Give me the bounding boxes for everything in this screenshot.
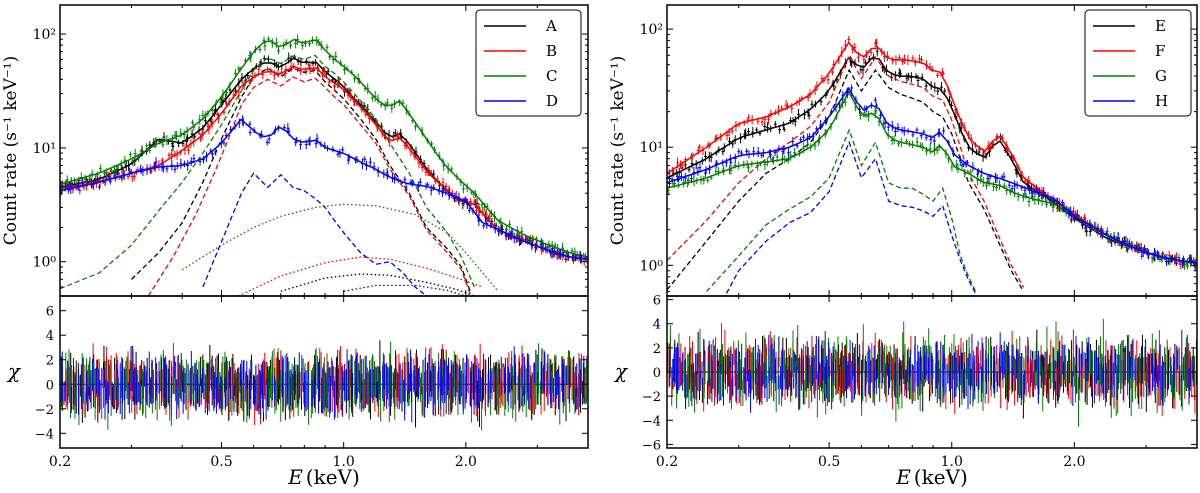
left-x-tick-label: 1.0 [333,454,355,470]
right-residual-y-tick-label: 6 [653,294,661,309]
left-residual-y-tick-label: 0 [46,378,54,393]
left-x-tick-label: 0.2 [49,454,71,470]
series-h-data-points [668,84,1196,269]
right-x-tick-label: 0.2 [656,454,678,470]
series-g-data-points [667,91,1196,270]
series-h-fit-line [667,86,1197,264]
series-d-residuals [61,345,588,423]
left-residual-frame [59,295,589,449]
right-residual-y-tick-label: −2 [642,390,661,405]
left-residual-y-tick-label: 4 [46,329,54,344]
left-residual-y-tick-label: −2 [35,403,54,418]
right-residual-y-tick-label: −6 [642,438,661,453]
legend-label-f: F [1155,42,1165,60]
legend-label-a: A [545,17,557,35]
left-residual-y-tick-label: 2 [46,354,54,369]
left-residual-axis-label: χ [6,359,22,383]
left-y-tick-label: 10¹ [33,141,56,157]
left-top-plot-area [60,34,588,296]
series-d-component-line [343,284,466,296]
right-x-axis-label-symbol: E [895,465,911,489]
right-y-tick-label: 10² [640,22,663,38]
left-residual-y-tick-label: 6 [46,305,54,320]
left-x-axis-label-unit: (keV) [306,465,360,489]
series-c-model-line [60,54,475,290]
right-x-tick-label: 2.0 [1063,454,1085,470]
right-residual-y-tick-label: −4 [642,414,661,429]
right-y-tick-label: 10¹ [640,140,663,156]
series-h-residuals [667,329,1197,413]
left-y-axis-label: Count rate (s⁻¹ keV⁻¹) [1,56,21,246]
right-residual-y-tick-label: 2 [653,342,661,357]
right-x-tick-label: 0.5 [818,454,840,470]
right-panel: 0.2 0.5 1.0 2.0 10⁰ 10¹ 10² −6 −4 −2 0 2 4 6 Count rat… [608,4,1198,489]
series-d-model-line [202,172,427,296]
right-legend-box [1084,9,1192,117]
series-b-data-points [60,60,588,266]
series-h-model-line [725,140,978,296]
right-y-axis-label: Count rate (s⁻¹ keV⁻¹) [608,56,628,246]
right-residual-y-tick-label: 4 [653,318,661,333]
series-a-component-line [280,273,475,296]
left-y-tick-label: 10⁰ [33,255,57,271]
series-c-component-line [181,203,499,292]
right-y-tick-label: 10⁰ [640,258,664,274]
left-panel: 0.2 0.5 1.0 2.0 10⁰ 10¹ 10² −4 −2 0 2 4 6 Count rate … [1,4,589,489]
series-a-model-line [131,67,471,292]
series-b-model-line [147,76,471,296]
legend-label-c: C [546,67,557,85]
left-residual-plot-area [60,340,588,431]
left-x-tick-label: 2.0 [455,454,477,470]
right-top-plot-area [667,35,1197,296]
right-residual-y-tick-label: 0 [653,366,661,381]
series-e-model-line [667,68,1025,292]
right-ticks [666,5,1198,448]
left-ticks [59,5,589,448]
legend-label-g: G [1155,67,1167,85]
series-d-data-points [60,115,588,263]
series-f-model-line [667,53,1025,288]
series-b-component-line [238,256,483,296]
right-residual-axis-label: χ [613,359,629,383]
right-x-axis-label: E (keV) [895,465,968,489]
left-y-tick-label: 10² [33,27,56,43]
left-x-axis-label: E (keV) [287,465,360,489]
left-x-tick-label: 0.5 [210,454,232,470]
right-residual-plot-area [667,318,1197,427]
left-legend-box [475,9,582,117]
legend-label-e: E [1155,17,1166,35]
series-g-model-line [706,128,978,294]
left-x-axis-label-symbol: E [287,465,303,489]
legend-label-d: D [546,92,558,110]
right-x-tick-label: 1.0 [941,454,963,470]
left-residual-y-tick-label: −4 [35,427,54,442]
right-x-axis-label-unit: (keV) [914,465,968,489]
legend-label-h: H [1155,92,1168,110]
legend-label-b: B [546,42,557,60]
